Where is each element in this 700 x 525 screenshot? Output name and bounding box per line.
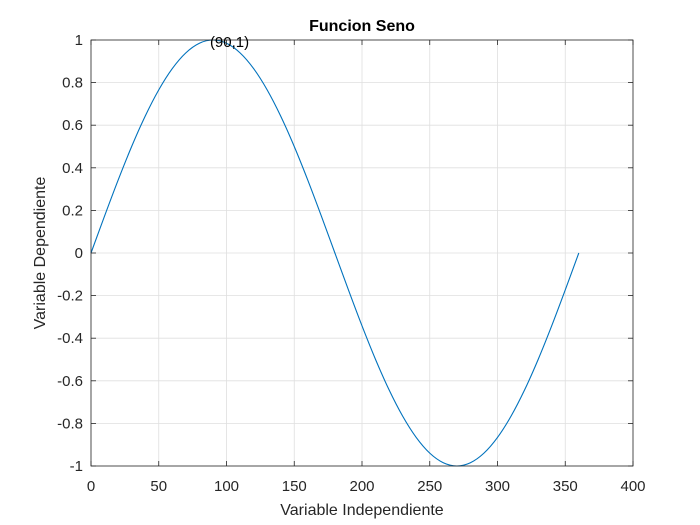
x-tick-label: 150 xyxy=(282,478,307,495)
annotations: (90,1) xyxy=(210,34,249,51)
sine-series-line xyxy=(90,39,580,467)
x-tick-label: 300 xyxy=(485,478,510,495)
x-tick-label: 50 xyxy=(150,478,167,495)
x-tick-label: 200 xyxy=(349,478,374,495)
y-tick-label: 1 xyxy=(75,32,83,49)
y-axis-label: Variable Dependiente xyxy=(32,177,49,330)
y-tick-label: -1 xyxy=(70,458,83,475)
x-tick-label: 400 xyxy=(620,478,645,495)
y-tick-label: 0.8 xyxy=(62,75,83,92)
y-tick-label: 0.6 xyxy=(62,117,83,134)
x-tick-label: 350 xyxy=(553,478,578,495)
chart-title: Funcion Seno xyxy=(309,18,415,35)
y-tick-label: 0 xyxy=(75,245,83,262)
y-tick-label: -0.8 xyxy=(57,415,83,432)
y-tick-label: -0.4 xyxy=(57,330,83,347)
y-tick-label: 0.2 xyxy=(62,202,83,219)
tick-marks xyxy=(90,39,634,467)
x-tick-label: 0 xyxy=(87,478,95,495)
point-annotation: (90,1) xyxy=(210,34,249,51)
y-tick-label: 0.4 xyxy=(62,160,83,177)
x-tick-labels: 0 50 100 150 200 250 300 350 400 xyxy=(87,478,646,495)
x-tick-label: 100 xyxy=(214,478,239,495)
series-layer xyxy=(90,39,580,467)
y-tick-labels: -1 -0.8 -0.6 -0.4 -0.2 0 0.2 0.4 0.6 0.8 1 xyxy=(57,32,83,475)
x-axis-label: Variable Independiente xyxy=(280,502,443,519)
y-tick-label: -0.6 xyxy=(57,373,83,390)
x-tick-label: 250 xyxy=(417,478,442,495)
grid-lines xyxy=(90,39,634,467)
y-tick-label: -0.2 xyxy=(57,288,83,305)
